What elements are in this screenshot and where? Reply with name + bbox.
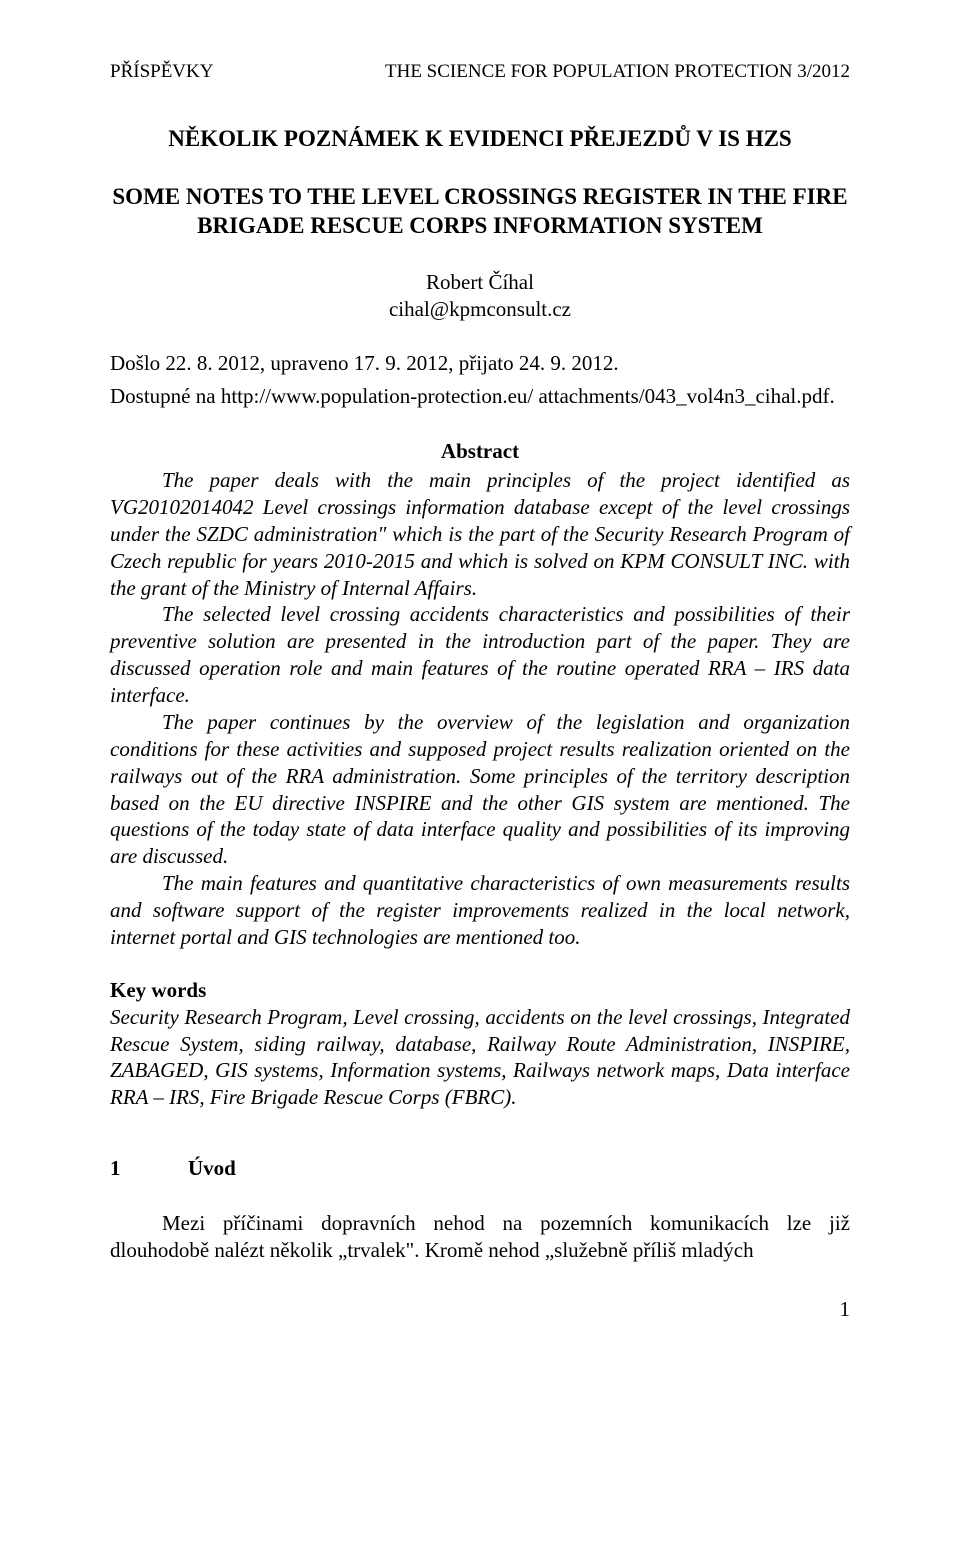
submission-dates: Došlo 22. 8. 2012, upraveno 17. 9. 2012,…	[110, 350, 850, 377]
author-block: Robert Číhal cihal@kpmconsult.cz	[110, 269, 850, 323]
availability-link: Dostupné na http://www.population-protec…	[110, 383, 850, 410]
page-number: 1	[110, 1296, 850, 1323]
keywords-text: Security Research Program, Level crossin…	[110, 1004, 850, 1112]
section-heading: 1Úvod	[110, 1155, 850, 1182]
abstract-label: Abstract	[110, 438, 850, 465]
body-paragraph: Mezi příčinami dopravních nehod na pozem…	[110, 1210, 850, 1264]
abstract-paragraph: The main features and quantitative chara…	[110, 870, 850, 951]
section-title: Úvod	[188, 1156, 236, 1180]
section-body: Mezi příčinami dopravních nehod na pozem…	[110, 1210, 850, 1264]
header-right: THE SCIENCE FOR POPULATION PROTECTION 3/…	[385, 60, 850, 84]
running-header: PŘÍSPĚVKY THE SCIENCE FOR POPULATION PRO…	[110, 60, 850, 84]
abstract-body: The paper deals with the main principles…	[110, 467, 850, 951]
abstract-paragraph: The selected level crossing accidents ch…	[110, 601, 850, 709]
header-left: PŘÍSPĚVKY	[110, 60, 213, 84]
abstract-paragraph: The paper continues by the overview of t…	[110, 709, 850, 870]
author-name: Robert Číhal	[110, 269, 850, 296]
title-czech: NĚKOLIK POZNÁMEK K EVIDENCI PŘEJEZDŮ V I…	[110, 124, 850, 153]
author-email: cihal@kpmconsult.cz	[110, 296, 850, 323]
section-number: 1	[110, 1155, 188, 1182]
keywords-label: Key words	[110, 977, 850, 1004]
abstract-paragraph: The paper deals with the main principles…	[110, 467, 850, 601]
title-english: SOME NOTES TO THE LEVEL CROSSINGS REGIST…	[110, 182, 850, 241]
